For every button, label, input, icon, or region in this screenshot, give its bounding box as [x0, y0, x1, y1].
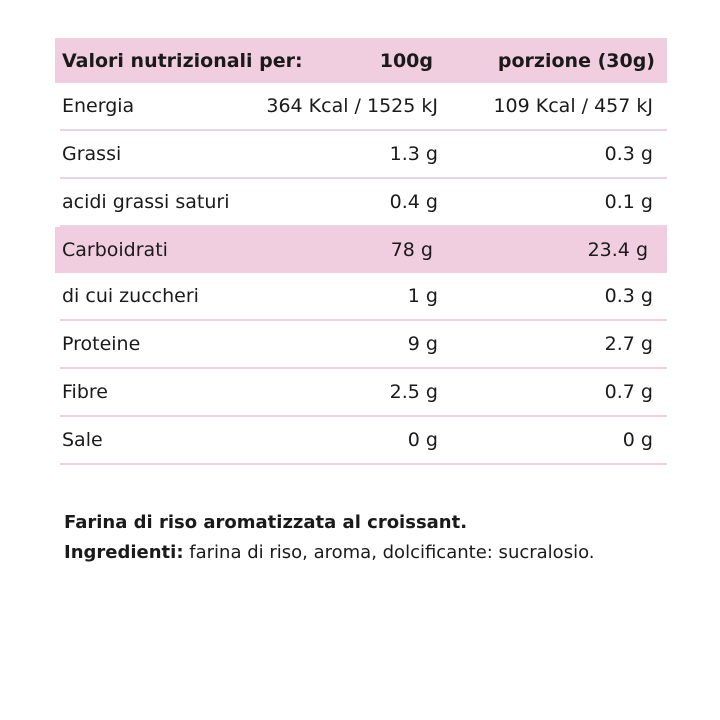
- table-cell: 0.1 g: [604, 191, 653, 213]
- header-cell: 100g: [379, 49, 433, 72]
- ingredients: farina di riso, aroma, dolcificante: suc…: [189, 542, 595, 563]
- table-row: Fibre 2.5 g 0.7 g: [60, 369, 667, 417]
- table-cell: acidi grassi saturi: [62, 191, 230, 213]
- table-cell: Grassi: [62, 143, 122, 165]
- table-cell: 1 g: [407, 285, 438, 307]
- table-cell: 0 g: [622, 429, 653, 451]
- table-cell: 2.5 g: [389, 381, 438, 403]
- table-row: Carboidrati 78 g 23.4 g: [55, 227, 667, 273]
- table-cell: 9 g: [407, 333, 438, 355]
- table-row: Grassi 1.3 g 0.3 g: [60, 131, 667, 179]
- table-cell: 1.3 g: [389, 143, 438, 165]
- table-cell: di cui zuccheri: [62, 285, 199, 307]
- table-cell: 0.3 g: [604, 285, 653, 307]
- header-cell: Valori nutrizionali per:: [62, 49, 303, 72]
- table-cell: 0.3 g: [604, 143, 653, 165]
- table-cell: 78 g: [390, 239, 433, 261]
- table-body: Energia 364 Kcal / 1525 kJ 109 Kcal / 457 …: [55, 83, 667, 465]
- table-row: di cui zuccheri 1 g 0.3 g: [60, 273, 667, 321]
- table-cell: Sale: [62, 429, 103, 451]
- header-row: Valori nutrizionali per: 100g porzione (…: [55, 38, 667, 83]
- table-cell: 2.7 g: [604, 333, 653, 355]
- table-cell: 23.4 g: [587, 239, 648, 261]
- table-row: Energia 364 Kcal / 1525 kJ 109 Kcal / 457 …: [60, 83, 667, 131]
- footer: Farina di riso aromatizzata al croissant…: [64, 508, 595, 568]
- table-cell: Carboidrati: [62, 239, 168, 261]
- table-cell: 109 Kcal / 457 kJ: [493, 95, 653, 117]
- nutrition-table: Valori nutrizionali per: 100g porzione (…: [55, 38, 667, 465]
- table-cell: Energia: [62, 95, 135, 117]
- table-row: Proteine 9 g 2.7 g: [60, 321, 667, 369]
- table-cell: Proteine: [62, 333, 141, 355]
- table-row: Sale 0 g 0 g: [60, 417, 667, 465]
- table-cell: 0.4 g: [389, 191, 438, 213]
- table-row: acidi grassi saturi 0.4 g 0.1 g: [60, 179, 667, 227]
- table-cell: 0.7 g: [604, 381, 653, 403]
- description: Farina di riso aromatizzata al croissant…: [64, 512, 468, 533]
- table-cell: Fibre: [62, 381, 108, 403]
- header-cell: porzione (30g): [497, 49, 655, 72]
- table-cell: 0 g: [407, 429, 438, 451]
- ingredients-label: Ingredienti:: [64, 542, 184, 563]
- table-cell: 364 Kcal / 1525 kJ: [266, 95, 438, 117]
